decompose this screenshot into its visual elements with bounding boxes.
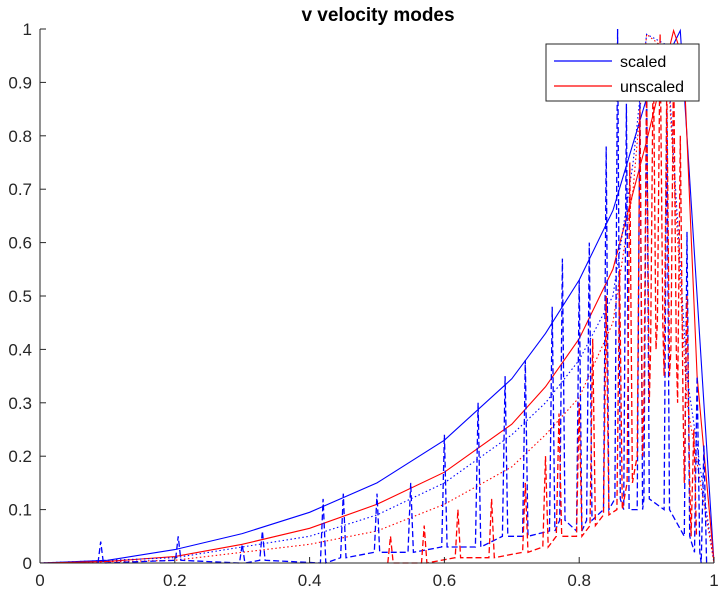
x-tick-label: 0.4 [298, 571, 322, 590]
x-tick-label: 0.8 [567, 571, 591, 590]
series-dotted-2 [39, 33, 715, 564]
x-tick-label: 0 [35, 571, 44, 590]
series-line [39, 33, 715, 564]
series-dotted-3 [39, 33, 715, 564]
series-layer [39, 28, 715, 564]
legend-box [545, 43, 700, 102]
axes-layer: 0 0.2 0.4 0.6 0.8 1 0 0.1 0.2 0.3 0.4 0.5 0.6 0.7 0.8 0… [8, 20, 718, 590]
legend-label-scaled: scaled [620, 54, 666, 71]
y-tick-label: 0.9 [8, 73, 32, 92]
y-tick-label: 0.5 [8, 287, 32, 306]
y-tick-label: 0.6 [8, 234, 32, 253]
y-tick-label: 1 [23, 20, 32, 39]
y-tick-label: 0.4 [8, 340, 32, 359]
x-tick-label: 0.2 [163, 571, 187, 590]
y-tick-label: 0.2 [8, 447, 32, 466]
legend-label-unscaled: unscaled [620, 79, 684, 96]
series-line [39, 33, 715, 564]
x-tick-label: 1 [709, 571, 718, 590]
y-tick-label: 0.3 [8, 394, 32, 413]
y-tick-label: 0.8 [8, 127, 32, 146]
y-tick-label: 0 [23, 554, 32, 573]
x-tick-label: 0.6 [433, 571, 457, 590]
chart-title: v velocity modes [301, 5, 454, 26]
plot-area [40, 29, 714, 563]
series-line [387, 34, 698, 564]
chart-legend: scaled unscaled [545, 43, 700, 102]
y-tick-label: 0.1 [8, 501, 32, 520]
y-tick-label: 0.7 [8, 180, 32, 199]
series-dashed-5 [387, 34, 698, 564]
